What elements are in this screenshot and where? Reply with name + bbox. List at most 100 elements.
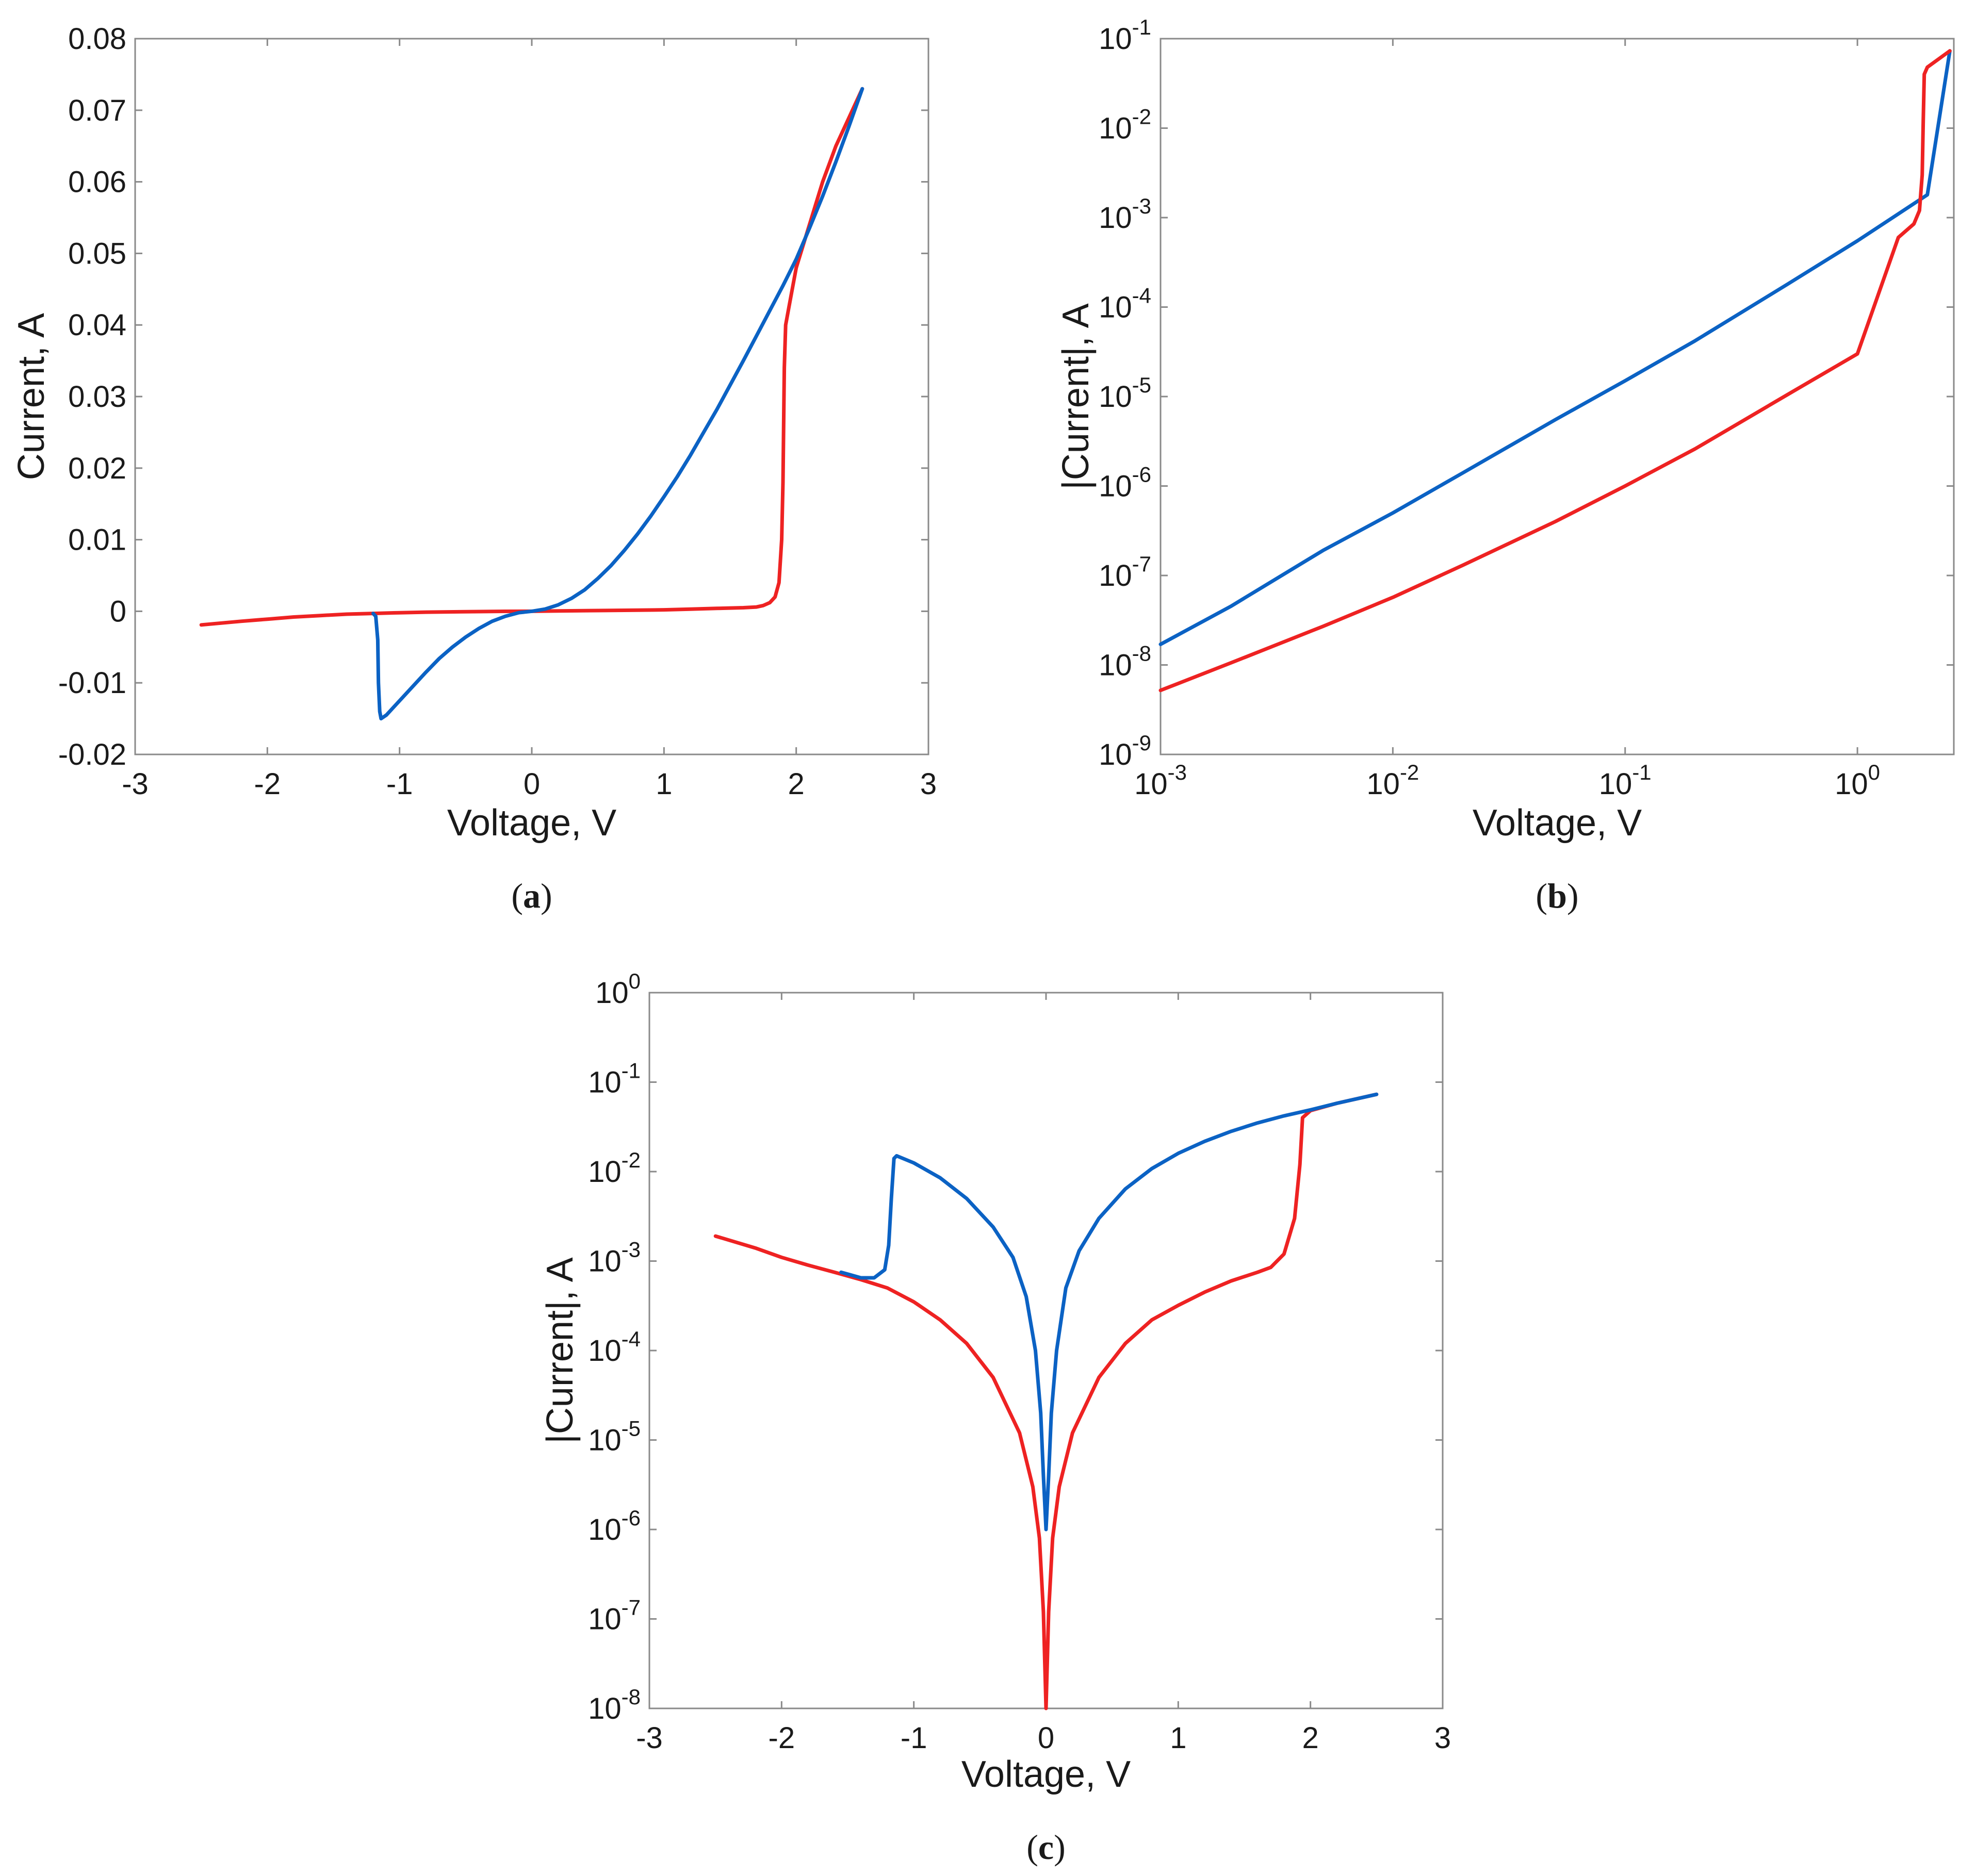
caption-open-paren: ( (511, 876, 523, 915)
y-tick-label: 100 (595, 969, 641, 1010)
x-tick-label: -1 (386, 767, 413, 801)
y-tick-label: 10-8 (1099, 641, 1151, 682)
y-tick-label: 10-5 (588, 1417, 641, 1457)
caption-letter: b (1547, 876, 1567, 915)
y-tick-label-base: 10 (588, 1334, 622, 1368)
plot-frame (648, 992, 1444, 1709)
panel-caption: (b) (1536, 876, 1578, 915)
x-tick-label: 0 (524, 767, 540, 801)
y-tick-label-exponent: -1 (622, 1059, 641, 1083)
series-red-line (1158, 49, 1952, 693)
y-tick-label: 10-1 (1099, 15, 1151, 56)
series-blue-line (839, 1092, 1379, 1532)
y-tick-label-exponent: -8 (1132, 641, 1151, 666)
y-tick-label-base: 10 (588, 1424, 622, 1457)
panel-caption: (c) (1026, 1828, 1066, 1867)
y-tick-label-exponent: -7 (1132, 552, 1151, 576)
x-tick-label: -3 (122, 767, 149, 801)
y-tick-label-base: 10 (588, 1513, 622, 1546)
y-tick-label: 10-2 (588, 1148, 641, 1189)
y-tick-label: 0.01 (68, 523, 126, 557)
caption-letter: c (1038, 1828, 1054, 1867)
y-tick-label-exponent: -2 (1132, 105, 1151, 129)
panel-c: -3 -2 -1 0 1 2 310-810-710-610-510-410-310-210… (540, 969, 1451, 1867)
x-axis-label: Voltage, V (447, 802, 616, 844)
y-tick-label-base: 10 (595, 976, 629, 1010)
y-tick-label-exponent: -6 (1132, 463, 1151, 487)
plot-frame (134, 38, 929, 755)
y-tick-label: 0.06 (68, 166, 126, 199)
x-tick-label-base: 10 (1366, 767, 1400, 801)
x-tick-label: 0 (1038, 1721, 1054, 1755)
y-tick-label: 10-9 (1099, 731, 1151, 771)
y-tick-label: 10-4 (588, 1327, 641, 1368)
caption-letter: a (523, 876, 541, 915)
y-tick-label: 0.02 (68, 452, 126, 485)
y-tick-label-base: 10 (1099, 559, 1132, 593)
x-tick-label-base: 10 (1835, 767, 1868, 801)
y-tick-label: 10-2 (1099, 105, 1151, 145)
y-tick-label-base: 10 (1099, 291, 1132, 324)
y-tick-label-base: 10 (588, 1692, 622, 1725)
y-tick-label: 0.03 (68, 380, 126, 414)
x-tick-label-exponent: -1 (1632, 760, 1651, 784)
x-tick-label-exponent: 0 (1868, 760, 1880, 784)
y-tick-label-base: 10 (588, 1603, 622, 1636)
series-red-line (199, 87, 864, 627)
x-tick-label: 100 (1835, 760, 1880, 801)
y-tick-label: 10-3 (1099, 194, 1151, 235)
y-tick-label-base: 10 (588, 1245, 622, 1278)
series-blue-line (371, 87, 864, 721)
x-tick-label-base: 10 (1599, 767, 1632, 801)
x-tick-label-exponent: -2 (1400, 760, 1419, 784)
y-tick-label: 10-4 (1099, 284, 1151, 324)
y-tick-label-base: 10 (1099, 201, 1132, 235)
x-axis-label: Voltage, V (1473, 802, 1642, 844)
plot-frame (1160, 38, 1955, 755)
y-tick-label: 10-7 (1099, 552, 1151, 593)
panel-caption: (a) (511, 876, 552, 915)
y-tick-label-exponent: -6 (622, 1506, 641, 1530)
y-axis-label: |Current|, A (1055, 303, 1097, 490)
y-tick-label-exponent: -4 (622, 1327, 641, 1351)
x-tick-label: 3 (920, 767, 937, 801)
y-tick-label: 10-5 (1099, 373, 1151, 414)
y-tick-label-exponent: -3 (622, 1238, 641, 1262)
y-tick-label-base: 10 (1099, 738, 1132, 771)
y-tick-label: 10-1 (588, 1059, 641, 1099)
x-tick-label: -1 (901, 1721, 927, 1755)
y-tick-label-exponent: -2 (622, 1148, 641, 1172)
y-tick-label: 0 (110, 595, 126, 628)
y-tick-label-exponent: -3 (1132, 194, 1151, 218)
x-tick-label: -2 (254, 767, 281, 801)
y-tick-label-base: 10 (1099, 112, 1132, 145)
caption-close-paren: ) (1567, 876, 1579, 915)
y-tick-label-exponent: -1 (1132, 15, 1151, 39)
y-tick-label: -0.01 (58, 666, 126, 700)
x-tick-label-base: 10 (1134, 767, 1168, 801)
y-tick-label-exponent: 0 (629, 969, 641, 993)
y-tick-label-base: 10 (1099, 380, 1132, 414)
y-tick-label: 10-6 (588, 1506, 641, 1546)
caption-open-paren: ( (1536, 876, 1547, 915)
y-tick-label-exponent: -5 (622, 1417, 641, 1441)
y-tick-label-base: 10 (1099, 649, 1132, 682)
y-tick-label-exponent: -4 (1132, 284, 1151, 308)
y-tick-label: 0.07 (68, 94, 126, 127)
y-tick-label-base: 10 (1099, 470, 1132, 503)
x-axis-label: Voltage, V (961, 1754, 1131, 1795)
y-tick-label-exponent: -8 (622, 1685, 641, 1709)
panel-a: -3 -2 -1 0 1 2 3 -0.02 -0.01 0 0.01 0.02 0.03 0.04 0.0… (11, 22, 937, 915)
x-tick-label: 2 (788, 767, 805, 801)
x-tick-label: 10-3 (1134, 760, 1187, 801)
x-tick-label: -3 (636, 1721, 663, 1755)
y-tick-label-exponent: -5 (1132, 373, 1151, 397)
caption-close-paren: ) (541, 876, 552, 915)
caption-close-paren: ) (1054, 1828, 1066, 1867)
caption-open-paren: ( (1026, 1828, 1038, 1867)
y-tick-label: 10-6 (1099, 463, 1151, 503)
series-red-line (713, 1092, 1379, 1710)
panel-b: 10-3 10-2 10-1 10010-910-810-710-610-510-41… (1055, 15, 1955, 915)
x-tick-label-exponent: -3 (1168, 760, 1187, 784)
x-tick-label: 2 (1302, 1721, 1319, 1755)
